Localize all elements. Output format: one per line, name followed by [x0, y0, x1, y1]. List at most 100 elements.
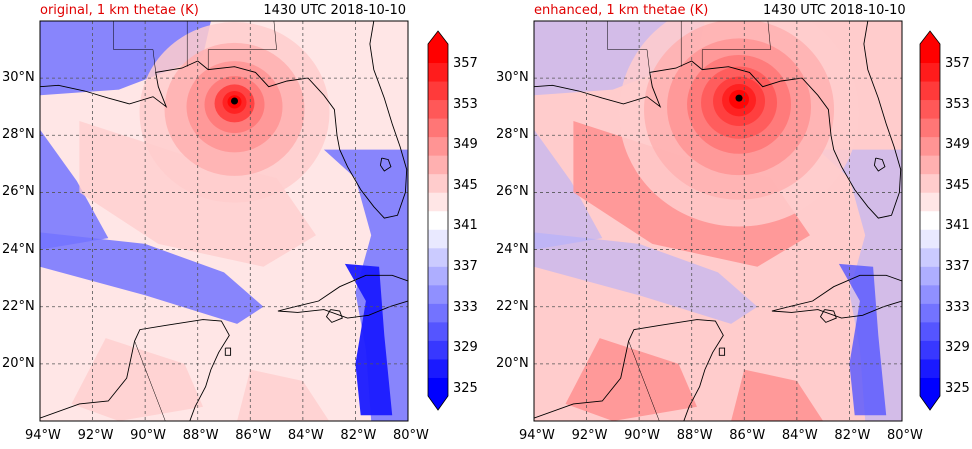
colorbar-tick-label: 329 — [945, 340, 970, 356]
colorbar-segment — [920, 284, 940, 304]
low-thetae-core — [344, 263, 393, 416]
colorbar-segment — [428, 284, 448, 304]
colorbar-segment — [428, 303, 448, 323]
colorbar-extend-low — [428, 396, 448, 410]
storm-center-marker — [231, 97, 239, 105]
low-thetae-core — [838, 263, 887, 416]
colorbar-segment — [920, 229, 940, 249]
lon-tick-label: 86°W — [235, 428, 272, 443]
high-thetae-region — [71, 338, 203, 421]
lat-tick-label: 22°N — [2, 298, 35, 314]
colorbar-segment — [428, 229, 448, 249]
low-thetae-region — [40, 232, 264, 324]
panel-title: original, 1 km thetae (K) — [40, 3, 199, 18]
colorbar-segment — [428, 81, 448, 101]
colorbar-segment — [428, 358, 448, 378]
lon-tick-label: 86°W — [729, 428, 766, 443]
lon-tick-label: 82°W — [834, 428, 871, 443]
thetae-map-original — [39, 20, 409, 422]
lat-tick-label: 24°N — [496, 241, 529, 257]
lon-tick-label: 88°W — [676, 428, 713, 443]
colorbar-segment — [428, 210, 448, 230]
colorbar-segment — [920, 99, 940, 119]
colorbar-tick-label: 345 — [945, 177, 970, 193]
coastline — [771, 274, 902, 319]
lon-tick-label: 80°W — [887, 428, 923, 443]
panel-title: enhanced, 1 km thetae (K) — [534, 3, 709, 18]
colorbar-segment — [920, 173, 940, 193]
coastline — [534, 21, 902, 219]
colorbar-tick-label: 349 — [453, 137, 478, 153]
lon-tick-label: 92°W — [77, 428, 114, 443]
colorbar-tick-label: 345 — [453, 177, 478, 193]
colorbar-segment — [428, 155, 448, 175]
low-thetae-region — [534, 232, 758, 324]
colorbar-segment — [920, 358, 940, 378]
colorbar-outline — [427, 30, 449, 411]
coastline — [379, 157, 392, 172]
coastline — [873, 157, 886, 172]
lon-tick-label: 94°W — [25, 428, 61, 443]
colorbar-tick-label: 353 — [453, 96, 478, 112]
colorbar-segment — [428, 173, 448, 193]
colorbar-segment — [428, 192, 448, 212]
colorbar-segment — [920, 136, 940, 156]
colorbar-segment — [920, 155, 940, 175]
lon-tick-label: 90°W — [624, 428, 661, 443]
colorbar-tick-label: 353 — [945, 96, 970, 112]
coastline — [40, 21, 408, 219]
lat-tick-label: 20°N — [2, 355, 35, 371]
colorbar-segment — [920, 81, 940, 101]
panel-enhanced: enhanced, 1 km thetae (K) 1430 UTC 2018-… — [496, 3, 970, 443]
panel-time: 1430 UTC 2018-10-10 — [763, 3, 906, 18]
lon-tick-label: 88°W — [182, 428, 219, 443]
colorbar-segment — [428, 247, 448, 267]
high-thetae-region — [565, 338, 697, 421]
state-border — [134, 340, 166, 421]
thetae-map-enhanced — [533, 20, 903, 422]
colorbar-tick-label: 333 — [945, 299, 970, 315]
low-thetae-region — [534, 129, 603, 250]
colorbar — [427, 30, 449, 411]
lon-tick-label: 80°W — [393, 428, 429, 443]
colorbar-segment — [920, 44, 940, 64]
colorbar-segment — [920, 303, 940, 323]
coastline — [40, 319, 230, 421]
state-border — [701, 21, 771, 70]
colorbar-extend-high — [428, 31, 448, 44]
coastline — [819, 309, 837, 323]
colorbar-segment — [920, 340, 940, 360]
coastline — [277, 274, 408, 319]
colorbar-segment — [920, 210, 940, 230]
lat-tick-label: 20°N — [496, 355, 529, 371]
storm-center-marker — [735, 94, 743, 102]
colorbar-segment — [920, 62, 940, 82]
lat-tick-label: 30°N — [2, 70, 35, 86]
colorbar-segment — [920, 247, 940, 267]
colorbar-segment — [920, 118, 940, 138]
state-border — [207, 21, 277, 70]
colorbar-tick-label: 329 — [453, 340, 478, 356]
colorbar-tick-label: 349 — [945, 137, 970, 153]
lat-tick-label: 28°N — [496, 127, 529, 143]
colorbar-outline — [919, 30, 941, 411]
lon-tick-label: 90°W — [130, 428, 167, 443]
high-thetae-region — [237, 369, 330, 421]
colorbar-segment — [428, 136, 448, 156]
colorbar-segment — [428, 377, 448, 397]
lon-tick-label: 82°W — [340, 428, 377, 443]
colorbar-extend-high — [920, 31, 940, 44]
colorbar-tick-label: 357 — [945, 56, 970, 71]
lat-tick-label: 26°N — [2, 184, 35, 200]
lon-tick-label: 94°W — [519, 428, 555, 443]
colorbar-segment — [428, 266, 448, 286]
lat-tick-label: 22°N — [496, 298, 529, 314]
state-border — [682, 420, 684, 421]
lat-tick-label: 28°N — [2, 127, 35, 143]
colorbar-tick-label: 325 — [945, 380, 970, 396]
lon-tick-label: 84°W — [287, 428, 324, 443]
lon-tick-label: 84°W — [781, 428, 818, 443]
colorbar-segment — [920, 321, 940, 341]
colorbar-segment — [428, 99, 448, 119]
colorbar-tick-label: 333 — [453, 299, 478, 315]
